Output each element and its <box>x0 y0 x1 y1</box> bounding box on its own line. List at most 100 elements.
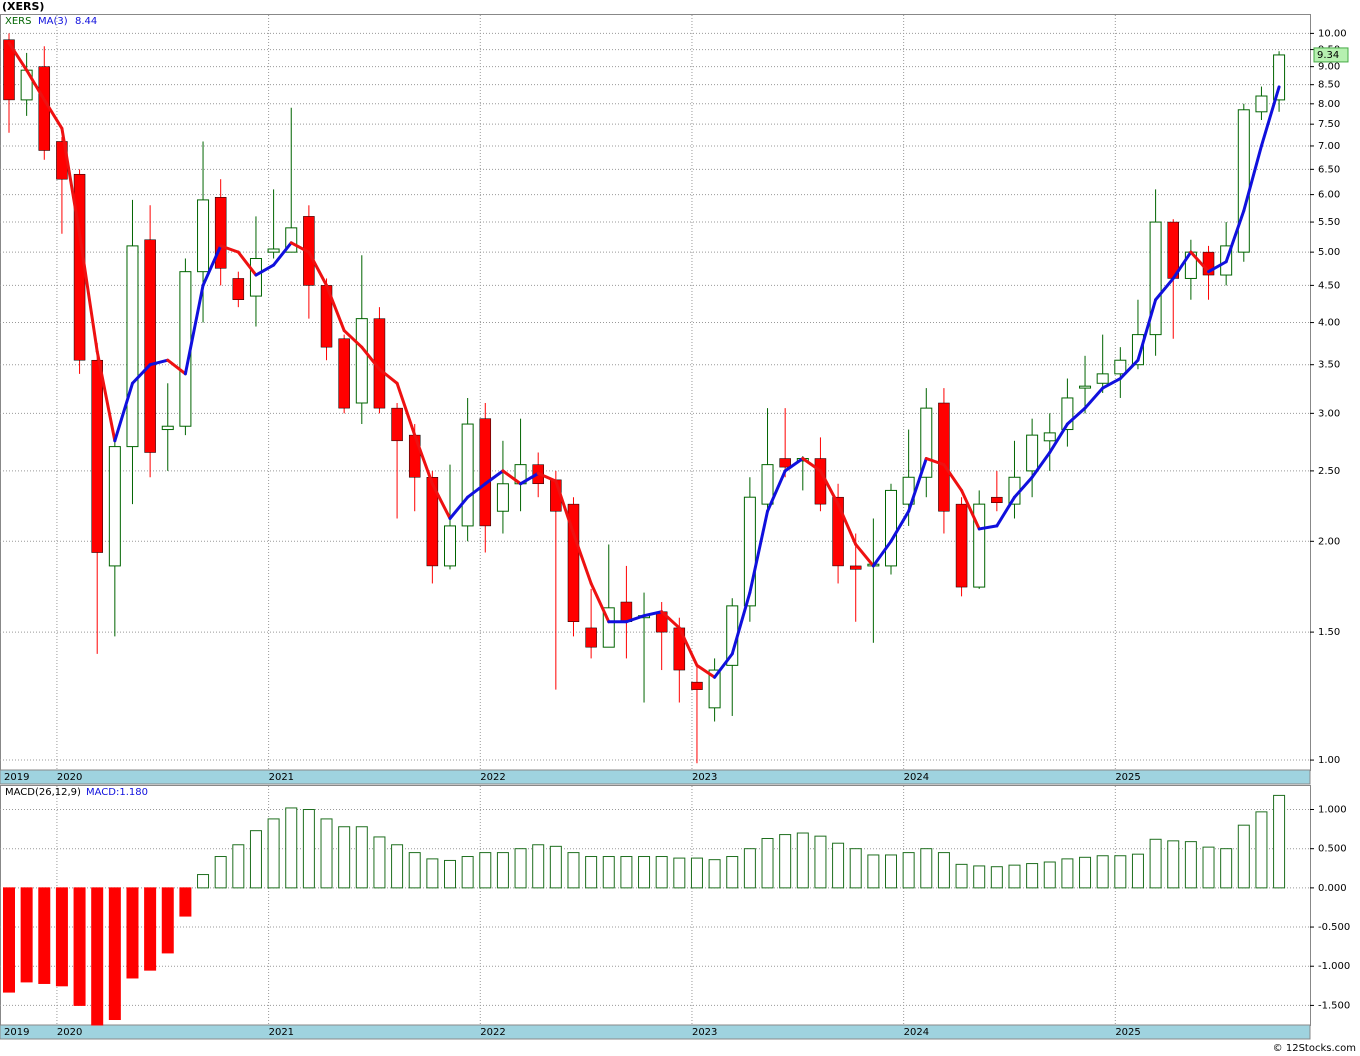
macd-label: MACD(26,12,9) <box>5 787 81 798</box>
x-tick-label: 2024 <box>904 772 929 783</box>
macd-bar <box>108 887 121 1021</box>
ma-line-segment <box>1101 377 1122 390</box>
ma-line-segment <box>960 488 981 531</box>
ma-label: MA(3) <box>38 16 68 27</box>
ma-line-segment <box>695 663 717 679</box>
candle-body <box>585 627 597 648</box>
ma-line-segment <box>677 626 699 667</box>
y-tick-label: 10.00 <box>1318 28 1347 39</box>
macd-bar <box>1008 864 1021 889</box>
ma-line-segment <box>854 542 875 568</box>
ma-line-segment <box>1224 209 1246 264</box>
macd-value-label: MACD:1.180 <box>86 787 148 798</box>
ma-line-segment <box>995 495 1016 528</box>
y-tick-label: 0.000 <box>1318 883 1347 894</box>
ma-line-segment <box>871 539 893 568</box>
ma-line-segment <box>519 471 540 486</box>
ma-line-segment <box>801 457 822 473</box>
macd-bar <box>73 887 86 1006</box>
y-tick-label: 5.00 <box>1318 247 1340 258</box>
macd-bar <box>885 854 897 889</box>
candle-body <box>444 525 456 567</box>
ma-line-segment <box>413 433 434 486</box>
ma-line-segment <box>395 381 417 437</box>
macd-bar <box>655 856 668 889</box>
macd-bar <box>285 807 298 889</box>
ma-line-segment <box>713 652 734 679</box>
macd-bar <box>161 887 174 954</box>
ma-line-segment <box>907 457 928 513</box>
macd-bar <box>126 887 139 979</box>
y-tick-label: 4.00 <box>1318 318 1340 329</box>
candle-body <box>602 607 615 648</box>
candle-body <box>214 196 227 269</box>
macd-bar <box>514 848 527 889</box>
x-tick-label: 2023 <box>692 1027 717 1038</box>
ma-line-segment <box>818 469 840 506</box>
macd-bar <box>444 859 456 889</box>
candle-body <box>779 458 791 468</box>
y-tick-label: 9.00 <box>1318 62 1340 73</box>
ma-line-segment <box>219 244 240 254</box>
ma-line-segment <box>25 68 46 102</box>
x-tick-label: 2023 <box>692 772 717 783</box>
y-tick-label: 4.50 <box>1318 280 1340 291</box>
ma-line-segment <box>1030 451 1052 479</box>
x-tick-label: 2025 <box>1115 772 1140 783</box>
macd-bar <box>496 852 509 889</box>
candle-body <box>426 477 439 567</box>
y-tick-label: 3.00 <box>1318 408 1340 419</box>
ma-line-segment <box>1242 144 1263 213</box>
x-tick-label: 2021 <box>269 772 294 783</box>
candle-body <box>126 245 139 448</box>
macd-bar <box>532 844 545 889</box>
y-tick-label: -1.500 <box>1318 1000 1350 1011</box>
ma-line-segment <box>360 345 381 371</box>
ma-line-segment <box>7 41 29 72</box>
ma-line-segment <box>377 367 399 385</box>
candle-body <box>1096 373 1109 384</box>
y-tick-label: 3.50 <box>1318 360 1340 371</box>
x-tick-label: 2019 <box>4 1027 29 1038</box>
candle-body <box>461 423 474 527</box>
macd-bar <box>620 856 633 889</box>
macd-bar <box>973 865 986 889</box>
macd-bar <box>3 887 15 993</box>
macd-bar <box>1096 855 1109 889</box>
x-axis-band <box>0 1024 1311 1040</box>
macd-bar <box>479 852 492 889</box>
ma-line-segment <box>660 610 681 630</box>
y-tick-label: 7.00 <box>1318 141 1340 152</box>
ma-line-segment <box>78 232 99 353</box>
candle-body <box>1061 397 1074 431</box>
macd-bar <box>214 856 227 889</box>
y-tick-label: 5.50 <box>1318 217 1340 228</box>
symbol-label: XERS <box>5 16 31 27</box>
ma-line-segment <box>977 524 999 531</box>
candle-body <box>849 565 862 570</box>
y-tick-label: -0.500 <box>1318 922 1350 933</box>
ma-line-segment <box>1048 422 1069 455</box>
macd-bar <box>1255 811 1268 889</box>
candle-body <box>496 483 509 512</box>
ma-line-segment <box>236 250 258 277</box>
ma-line-segment <box>836 502 858 546</box>
macd-bar <box>1043 861 1056 889</box>
candle-body <box>991 496 1003 503</box>
ma-line-segment <box>42 98 64 130</box>
macd-bar <box>1149 838 1162 889</box>
ma-line-segment <box>924 457 946 467</box>
ma-line-segment <box>95 349 117 443</box>
y-tick-label: -1.000 <box>1318 961 1350 972</box>
macd-bar <box>867 854 880 889</box>
macd-bar <box>232 844 245 889</box>
ma-line-segment <box>1171 250 1193 280</box>
y-tick-label: 2.50 <box>1318 466 1340 477</box>
ma-line-segment <box>325 283 346 333</box>
macd-bar <box>955 863 968 889</box>
ma-line-segment <box>1136 298 1158 362</box>
macd-bar <box>743 848 756 889</box>
candle-body <box>479 418 492 527</box>
y-tick-label: 2.00 <box>1318 536 1340 547</box>
y-tick-label: 8.50 <box>1318 80 1340 91</box>
